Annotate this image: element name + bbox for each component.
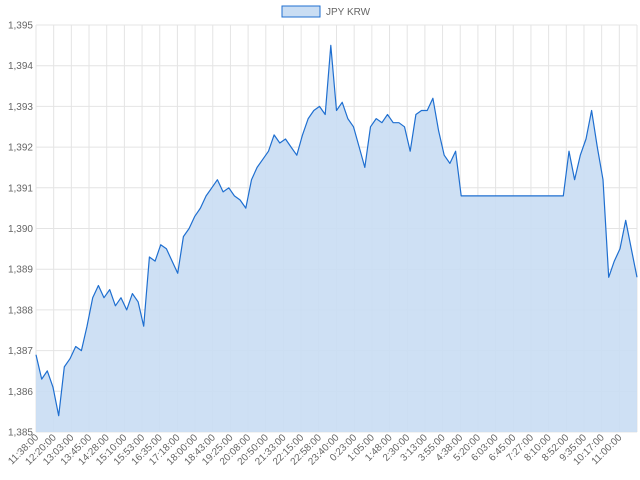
- y-tick-label: 1,385: [8, 428, 33, 439]
- legend-label-jpy-krw: JPY KRW: [326, 7, 371, 18]
- x-axis: 11:38:0012:20:0013:03:0013:45:0014:28:00…: [6, 432, 624, 468]
- y-tick-label: 1,392: [8, 143, 33, 154]
- y-tick-label: 1,386: [8, 387, 33, 398]
- series-line-jpy-krw: [35, 44, 638, 417]
- legend-swatch-jpy-krw: [281, 5, 321, 18]
- y-tick-label: 1,387: [8, 346, 33, 357]
- y-tick-label: 1,393: [8, 102, 33, 113]
- y-tick-label: 1,388: [8, 305, 33, 316]
- y-tick-label: 1,394: [8, 61, 33, 72]
- y-tick-label: 1,395: [8, 21, 33, 32]
- y-tick-label: 1,389: [8, 265, 33, 276]
- y-tick-label: 1,391: [8, 183, 33, 194]
- y-axis: 1,385 1,386 1,387 1,388 1,389 1,390 1,391 1,392…: [8, 21, 33, 439]
- legend[interactable]: JPY KRW: [281, 5, 371, 18]
- y-tick-label: 1,390: [8, 224, 33, 235]
- series-area-jpy-krw: [36, 45, 637, 433]
